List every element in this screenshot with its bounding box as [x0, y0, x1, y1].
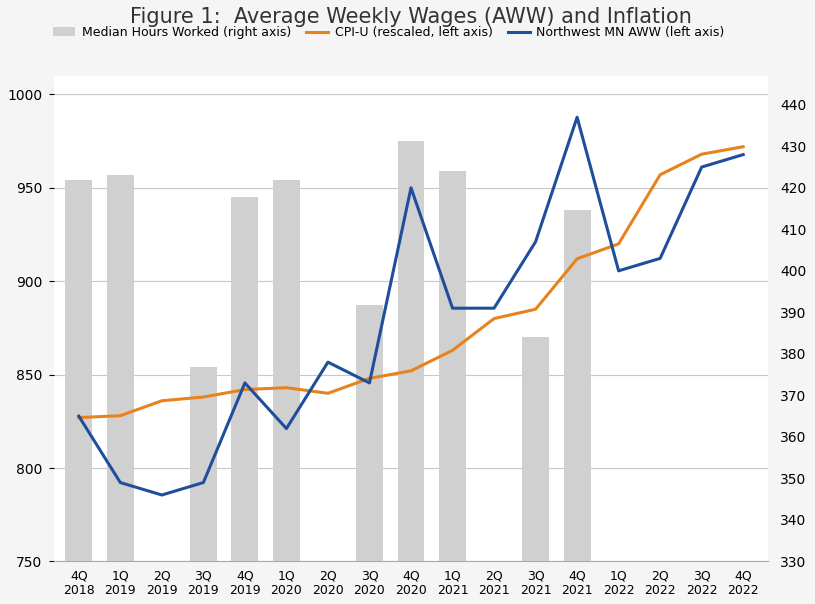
Bar	[522, 337, 549, 561]
Bar	[273, 181, 300, 561]
Bar	[398, 141, 425, 561]
Bar	[65, 181, 92, 561]
Bar	[356, 306, 383, 561]
Bar	[107, 175, 134, 561]
Title: Figure 1:  Average Weekly Wages (AWW) and Inflation: Figure 1: Average Weekly Wages (AWW) and…	[130, 7, 692, 27]
Legend: Median Hours Worked (right axis), CPI-U (rescaled, left axis), Northwest MN AWW : Median Hours Worked (right axis), CPI-U …	[53, 26, 725, 39]
Bar	[439, 171, 466, 561]
Bar	[564, 210, 591, 561]
Bar	[231, 197, 258, 561]
Bar	[190, 367, 217, 561]
